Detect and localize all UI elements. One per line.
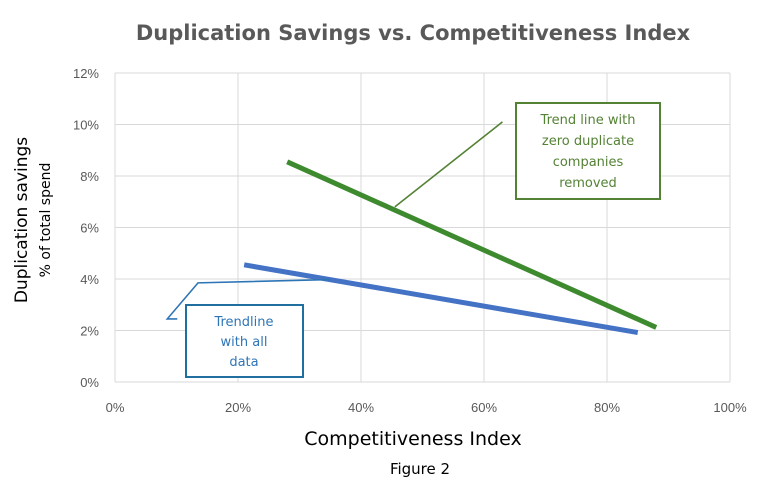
y-tick-label: 2%	[80, 324, 99, 339]
y-tick-label: 8%	[80, 169, 99, 184]
x-axis-label: Competitiveness Index	[304, 428, 521, 450]
y-tick-label: 6%	[80, 221, 99, 236]
callout-text-green: companies	[553, 155, 624, 170]
callout-leader-blue	[165, 278, 331, 320]
callout-text-blue: data	[229, 355, 258, 370]
callout-box-blue	[185, 304, 304, 378]
y-tick-label: 12%	[73, 66, 99, 81]
y-axis-label: Duplication savings	[12, 137, 32, 303]
callout-text-green: Trend line with	[540, 113, 636, 128]
x-tick-label: 20%	[225, 400, 251, 415]
figure-caption: Figure 2	[390, 460, 450, 478]
callout-leader-green	[394, 121, 503, 208]
y-tick-label: 10%	[73, 118, 99, 133]
callout-text-blue: Trendline	[213, 315, 273, 330]
callout-text-green: removed	[559, 176, 617, 191]
x-tick-label: 80%	[594, 400, 620, 415]
trendline-zero-duplicates-removed	[286, 159, 658, 330]
y-axis-sublabel: % of total spend	[38, 163, 54, 278]
x-axis-ticks: 0% 20% 40% 60% 80% 100%	[106, 400, 747, 415]
callout-box-green	[515, 102, 661, 200]
annotations: Trend line with zero duplicate companies re…	[165, 102, 661, 378]
callout-text-green: zero duplicate	[542, 134, 634, 149]
x-tick-label: 60%	[471, 400, 497, 415]
chart-title: Duplication Savings vs. Competitiveness …	[136, 21, 691, 45]
series-lines	[243, 159, 658, 336]
y-axis-ticks: 0% 2% 4% 6% 8% 10% 12%	[73, 66, 99, 390]
x-tick-label: 40%	[348, 400, 374, 415]
x-tick-label: 0%	[106, 400, 125, 415]
y-tick-label: 0%	[80, 375, 99, 390]
callout-text-blue: with all	[221, 335, 268, 350]
trendline-all-data	[243, 262, 639, 336]
x-tick-label: 100%	[713, 400, 747, 415]
y-tick-label: 4%	[80, 272, 99, 287]
